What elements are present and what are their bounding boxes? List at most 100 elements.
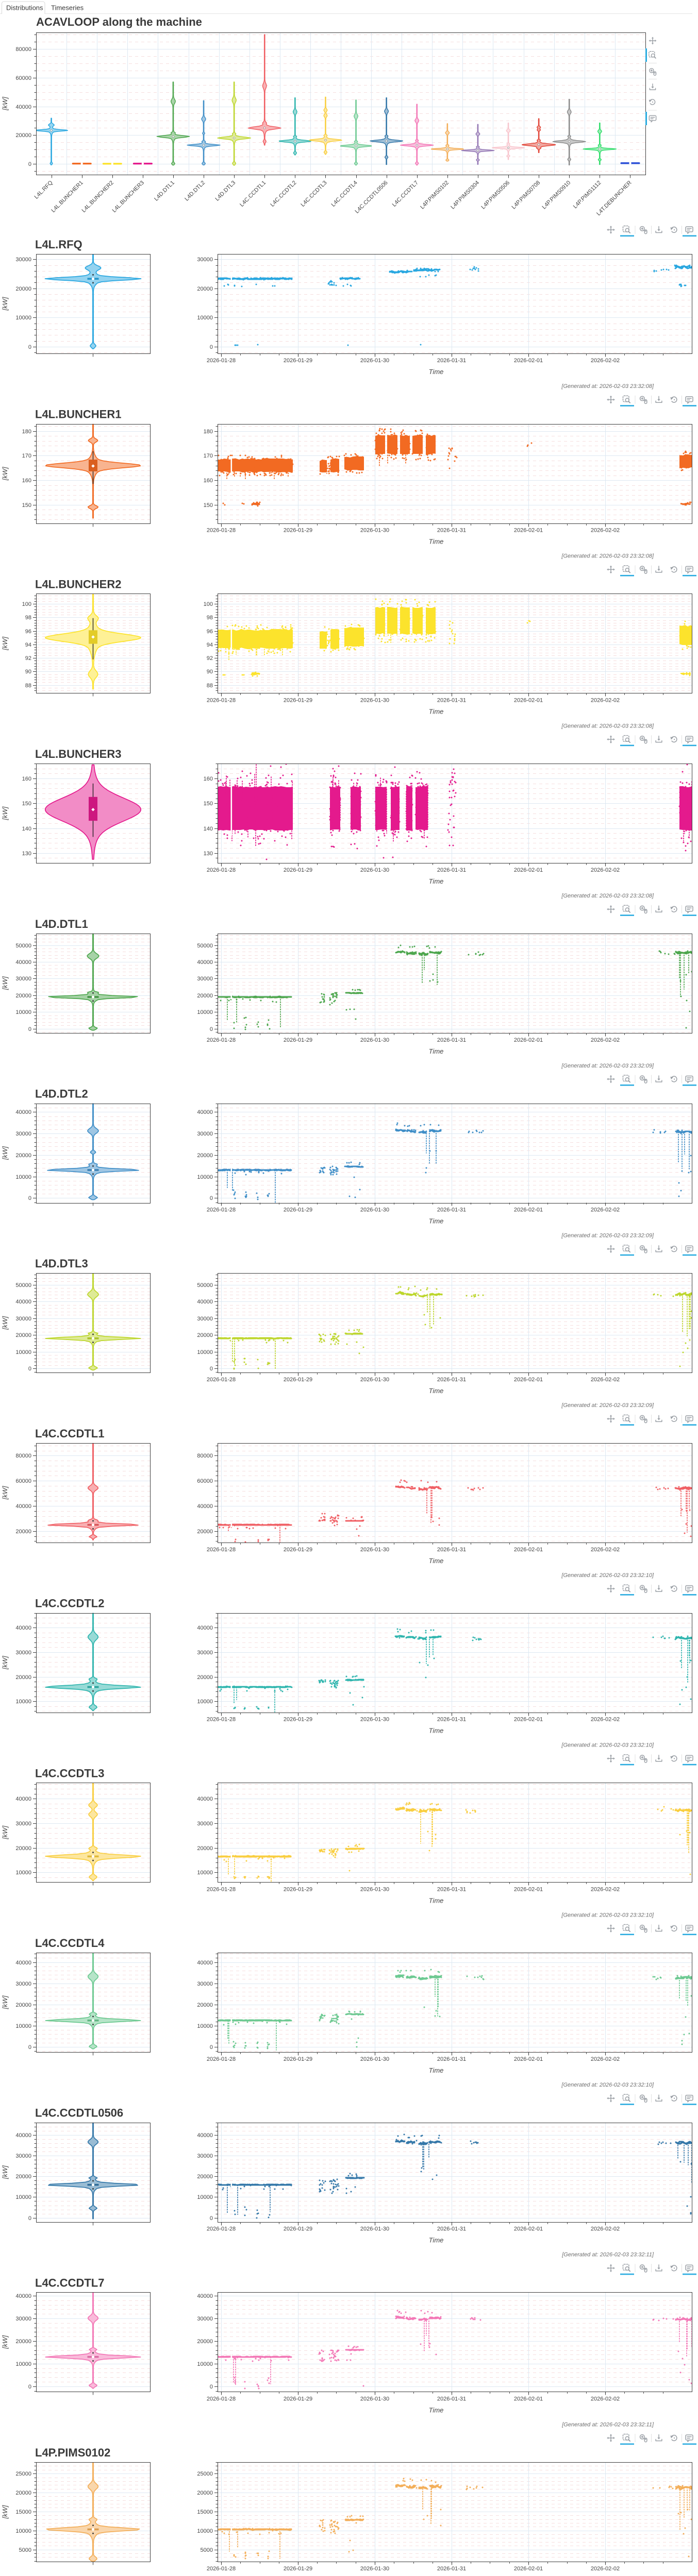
svg-text:2026-01-28: 2026-01-28 — [207, 358, 236, 364]
svg-text:0: 0 — [28, 344, 31, 350]
svg-text:[Generated at: 2026-02-03 23:3: [Generated at: 2026-02-03 23:32:09] — [561, 1063, 654, 1069]
svg-text:10000: 10000 — [15, 1009, 31, 1015]
svg-text:L4D.DTL2: L4D.DTL2 — [35, 1088, 88, 1100]
svg-text:2026-01-29: 2026-01-29 — [284, 867, 312, 873]
svg-text:50000: 50000 — [15, 1282, 31, 1289]
svg-text:[Generated at: 2026-02-03 23:3: [Generated at: 2026-02-03 23:32:08] — [561, 383, 654, 389]
svg-text:10000: 10000 — [15, 1870, 31, 1876]
svg-text:60000: 60000 — [15, 75, 31, 81]
svg-text:ACAVLOOP along the machine: ACAVLOOP along the machine — [36, 15, 202, 28]
svg-text:20000: 20000 — [197, 2490, 213, 2496]
svg-text:10000: 10000 — [15, 2528, 31, 2534]
svg-text:150: 150 — [22, 502, 31, 509]
svg-text:0: 0 — [28, 1026, 31, 1032]
svg-text:L4L.BUNCHER3: L4L.BUNCHER3 — [35, 748, 121, 760]
svg-text:2026-01-29: 2026-01-29 — [284, 1207, 312, 1213]
svg-text:25000: 25000 — [15, 2471, 31, 2477]
svg-text:[kW]: [kW] — [1, 1825, 9, 1839]
svg-text:2026-02-02: 2026-02-02 — [591, 1377, 620, 1383]
svg-text:5000: 5000 — [201, 2547, 213, 2553]
svg-text:20000: 20000 — [15, 1332, 31, 1338]
svg-text:50000: 50000 — [15, 943, 31, 949]
svg-text:40000: 40000 — [15, 1625, 31, 1631]
svg-text:2026-01-30: 2026-01-30 — [360, 2566, 389, 2572]
svg-text:2026-02-02: 2026-02-02 — [591, 528, 620, 534]
svg-text:2026-02-02: 2026-02-02 — [591, 2226, 620, 2232]
svg-text:[Generated at: 2026-02-03 23:3: [Generated at: 2026-02-03 23:32:10] — [561, 1572, 654, 1579]
svg-text:10000: 10000 — [197, 1699, 213, 1705]
svg-text:20000: 20000 — [15, 286, 31, 292]
svg-text:140: 140 — [204, 826, 213, 832]
svg-text:2026-02-01: 2026-02-01 — [514, 1377, 543, 1383]
svg-text:[kW]: [kW] — [1, 467, 9, 481]
svg-text:L4C.CCDTL1: L4C.CCDTL1 — [35, 1427, 104, 1440]
svg-text:0: 0 — [210, 1195, 213, 1201]
svg-text:2026-01-31: 2026-01-31 — [437, 2566, 466, 2572]
svg-text:15000: 15000 — [15, 2509, 31, 2515]
svg-text:[kW]: [kW] — [1, 1656, 9, 1670]
svg-text:20000: 20000 — [197, 1332, 213, 1338]
svg-text:20000: 20000 — [197, 993, 213, 999]
svg-text:2026-02-02: 2026-02-02 — [591, 2056, 620, 2062]
svg-text:2026-01-28: 2026-01-28 — [207, 1037, 236, 1043]
svg-text:L4C.CCDTL2: L4C.CCDTL2 — [35, 1597, 104, 1610]
svg-text:2026-01-29: 2026-01-29 — [284, 1886, 312, 1892]
svg-text:80000: 80000 — [197, 1453, 213, 1459]
svg-text:2026-01-28: 2026-01-28 — [207, 697, 236, 703]
svg-text:[kW]: [kW] — [1, 2165, 9, 2179]
svg-text:0: 0 — [210, 2384, 213, 2390]
svg-text:20000: 20000 — [197, 2174, 213, 2180]
svg-text:40000: 40000 — [15, 959, 31, 965]
svg-text:2026-01-29: 2026-01-29 — [284, 1377, 312, 1383]
svg-text:0: 0 — [210, 2044, 213, 2050]
svg-text:[Generated at: 2026-02-03 23:3: [Generated at: 2026-02-03 23:32:08] — [561, 723, 654, 729]
svg-text:2026-01-28: 2026-01-28 — [207, 2056, 236, 2062]
svg-text:2026-02-02: 2026-02-02 — [591, 1207, 620, 1213]
svg-text:10000: 10000 — [197, 315, 213, 321]
svg-text:[kW]: [kW] — [1, 1486, 9, 1500]
svg-text:Time: Time — [429, 1047, 444, 1055]
svg-text:40000: 40000 — [197, 2132, 213, 2139]
svg-text:2026-01-30: 2026-01-30 — [360, 1547, 389, 1553]
svg-text:30000: 30000 — [15, 1650, 31, 1656]
svg-text:2026-01-30: 2026-01-30 — [360, 528, 389, 534]
svg-text:2026-02-01: 2026-02-01 — [514, 2566, 543, 2572]
svg-text:2026-02-01: 2026-02-01 — [514, 867, 543, 873]
svg-text:80000: 80000 — [15, 46, 31, 53]
svg-text:2026-01-29: 2026-01-29 — [284, 2566, 312, 2572]
svg-text:10000: 10000 — [15, 1699, 31, 1705]
svg-text:2026-01-28: 2026-01-28 — [207, 1886, 236, 1892]
svg-text:30000: 30000 — [15, 1316, 31, 1322]
svg-text:L4L.BUNCHER2: L4L.BUNCHER2 — [35, 578, 121, 590]
svg-text:L4D.DTL1: L4D.DTL1 — [35, 918, 88, 930]
svg-text:170: 170 — [22, 453, 31, 459]
svg-text:94: 94 — [25, 642, 31, 648]
svg-text:30000: 30000 — [15, 2316, 31, 2322]
svg-text:2026-02-02: 2026-02-02 — [591, 1717, 620, 1723]
svg-text:[Generated at: 2026-02-03 23:3: [Generated at: 2026-02-03 23:32:10] — [561, 1912, 654, 1918]
svg-text:Time: Time — [429, 2236, 444, 2244]
svg-text:180: 180 — [204, 429, 213, 435]
svg-text:10000: 10000 — [197, 2361, 213, 2367]
svg-text:160: 160 — [22, 478, 31, 484]
svg-text:30000: 30000 — [15, 976, 31, 982]
svg-text:[kW]: [kW] — [1, 1316, 9, 1330]
svg-text:60000: 60000 — [15, 1478, 31, 1484]
svg-text:180: 180 — [22, 429, 31, 435]
svg-text:Time: Time — [429, 1217, 444, 1225]
svg-text:30000: 30000 — [15, 257, 31, 263]
svg-text:2026-01-31: 2026-01-31 — [437, 358, 466, 364]
svg-text:[Generated at: 2026-02-03 23:3: [Generated at: 2026-02-03 23:32:11] — [561, 2252, 654, 2258]
svg-text:2026-01-28: 2026-01-28 — [207, 2396, 236, 2402]
svg-text:10000: 10000 — [197, 1870, 213, 1876]
svg-text:2026-02-02: 2026-02-02 — [591, 358, 620, 364]
svg-text:[kW]: [kW] — [1, 976, 9, 990]
svg-text:L4L.RFQ: L4L.RFQ — [35, 238, 82, 251]
svg-text:20000: 20000 — [197, 1153, 213, 1159]
svg-text:[kW]: [kW] — [1, 806, 9, 820]
svg-text:20000: 20000 — [15, 2174, 31, 2180]
svg-text:40000: 40000 — [197, 1299, 213, 1305]
svg-text:40000: 40000 — [15, 2132, 31, 2139]
svg-text:94: 94 — [207, 642, 213, 648]
svg-text:2026-01-29: 2026-01-29 — [284, 2056, 312, 2062]
